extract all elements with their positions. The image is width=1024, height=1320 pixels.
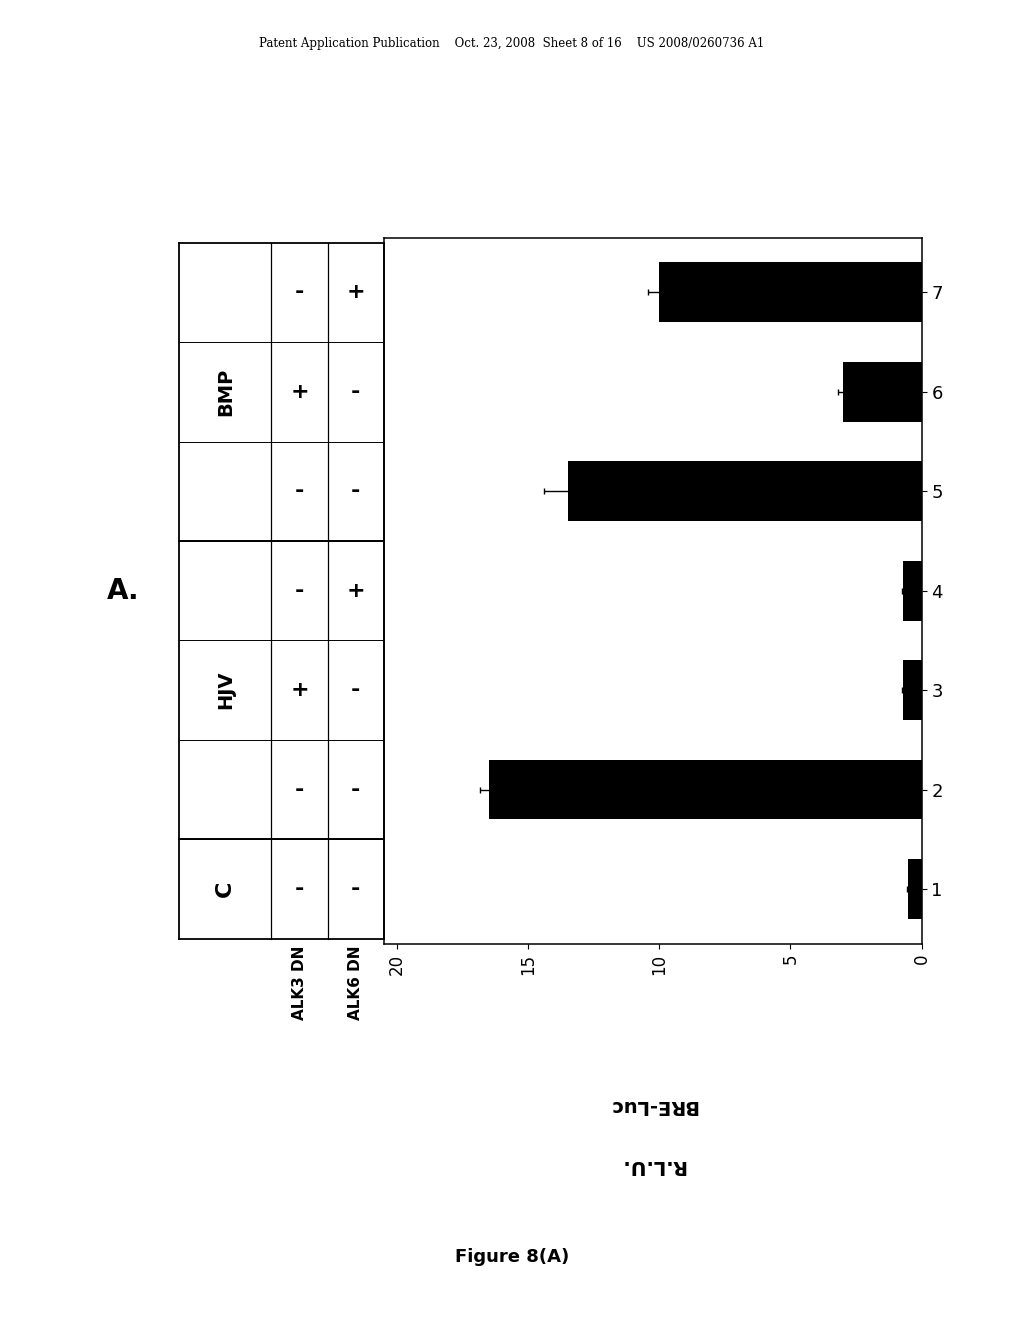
Bar <box>567 462 922 521</box>
Text: -: - <box>351 680 360 700</box>
Text: +: + <box>346 581 366 601</box>
Text: BRE-Luc: BRE-Luc <box>608 1097 697 1115</box>
Text: -: - <box>351 381 360 401</box>
Text: -: - <box>351 482 360 502</box>
Text: BMP: BMP <box>216 368 234 416</box>
Text: +: + <box>346 282 366 302</box>
Text: ALK3 DN: ALK3 DN <box>292 945 307 1020</box>
Bar <box>903 561 922 620</box>
Text: C: C <box>215 880 236 898</box>
Text: -: - <box>295 780 304 800</box>
Text: Figure 8(A): Figure 8(A) <box>455 1247 569 1266</box>
Text: -: - <box>351 879 360 899</box>
Text: -: - <box>295 482 304 502</box>
Text: -: - <box>295 282 304 302</box>
Text: HJV: HJV <box>216 671 234 709</box>
Text: Patent Application Publication    Oct. 23, 2008  Sheet 8 of 16    US 2008/026073: Patent Application Publication Oct. 23, … <box>259 37 765 50</box>
Text: -: - <box>351 780 360 800</box>
Text: +: + <box>290 680 309 700</box>
Bar <box>908 859 922 919</box>
Bar <box>903 660 922 719</box>
Text: -: - <box>295 581 304 601</box>
Text: -: - <box>295 879 304 899</box>
Bar <box>843 362 922 421</box>
Bar <box>659 263 922 322</box>
Text: ALK6 DN: ALK6 DN <box>348 945 364 1020</box>
Text: R.L.U.: R.L.U. <box>620 1156 686 1175</box>
Bar <box>488 760 922 820</box>
Text: +: + <box>290 381 309 401</box>
Text: A.: A. <box>106 577 139 605</box>
